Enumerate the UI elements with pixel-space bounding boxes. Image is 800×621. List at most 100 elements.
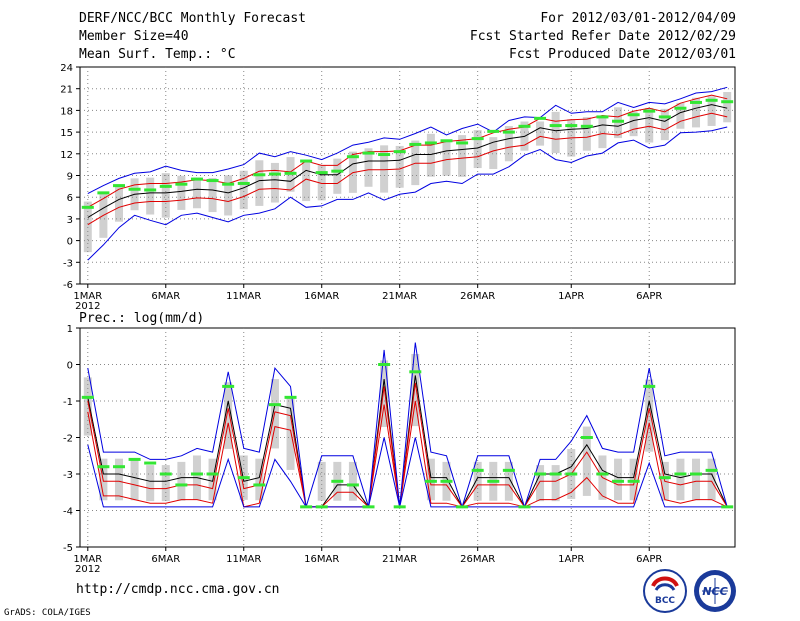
prec-y-tick-label: 1 <box>67 324 73 335</box>
prec-spread-box <box>224 382 233 449</box>
prec-spread-box <box>473 461 482 501</box>
temp-y-tick-label: 18 <box>60 106 73 117</box>
temp-spread-box <box>302 161 311 202</box>
prec-spread-box <box>692 458 701 501</box>
prec-x-tick-label: 6APR <box>636 554 662 565</box>
prec-y-tick-label: 0 <box>67 361 73 372</box>
prec-line-lower-inner <box>87 400 728 508</box>
prec-panel-title: Prec.: log(mm/d) <box>79 311 204 326</box>
member-size: Member Size=40 <box>79 29 189 44</box>
temp-spread-box <box>146 177 155 215</box>
temp-line-ensemble-mean <box>87 104 728 218</box>
chart-title: DERF/NCC/BCC Monthly Forecast <box>79 11 306 26</box>
temp-y-tick-label: 24 <box>60 63 73 74</box>
temp-spread-box <box>270 162 279 203</box>
prec-spread-box <box>582 426 591 496</box>
temp-x-tick-label: 2012 <box>75 301 100 312</box>
temp-spread-box <box>426 133 435 177</box>
prec-spread-box <box>676 458 685 501</box>
temp-line-lower-inner <box>87 112 728 226</box>
prec-spread-box <box>614 458 623 501</box>
prec-spread-box <box>348 461 357 501</box>
temp-line-upper-outer <box>87 86 728 195</box>
temp-spread-box <box>598 116 607 149</box>
prec-y-tick-label: -3 <box>63 470 73 481</box>
prec-x-tick-label: 1APR <box>558 554 584 565</box>
temp-spread-box <box>224 175 233 216</box>
prec-spread-box <box>130 458 139 501</box>
temp-spread-box <box>629 111 638 137</box>
prec-spread-box <box>380 360 389 427</box>
prec-spread-box <box>255 458 264 501</box>
temp-spread-box <box>442 140 451 176</box>
temp-x-tick-label: 16MAR <box>304 291 339 302</box>
temp-line-lower-outer <box>87 126 728 261</box>
prec-y-tick-label: -2 <box>63 434 73 445</box>
prec-line-upper-inner <box>87 382 728 508</box>
temp-spread-box <box>551 111 560 154</box>
prec-y-tick-label: -1 <box>63 397 73 408</box>
temp-spread-box <box>707 96 716 126</box>
temp-spread-box <box>177 175 186 210</box>
temp-y-tick-label: 3 <box>67 215 73 226</box>
prec-line-lower-outer <box>87 437 728 508</box>
temp-y-tick-label: -6 <box>63 280 73 291</box>
temp-x-tick-label: 26MAR <box>460 291 495 302</box>
temp-spread-box <box>239 170 248 210</box>
bcc-logo: BCC <box>642 568 688 614</box>
temp-x-tick-label: 1MAR <box>73 291 102 302</box>
temp-spread-box <box>676 102 685 129</box>
temp-x-tick-label: 6APR <box>636 291 662 302</box>
prec-spread-box <box>114 458 123 501</box>
prec-spread-box <box>161 465 170 502</box>
temp-spread-box <box>114 184 123 222</box>
prec-x-tick-label: 16MAR <box>304 554 339 565</box>
prec-spread-box <box>146 465 155 502</box>
temp-spread-box <box>660 108 669 141</box>
temp-x-tick-label: 6MAR <box>151 291 180 302</box>
prec-x-tick-label: 6MAR <box>151 554 180 565</box>
temp-spread-box <box>317 165 326 201</box>
source-url[interactable]: http://cmdp.ncc.cma.gov.cn <box>76 582 280 597</box>
prec-spread-box <box>707 458 716 501</box>
ncc-logo: NCC <box>692 568 738 614</box>
temp-spread-box <box>536 121 545 146</box>
bcc-logo-text: BCC <box>655 596 675 606</box>
temp-y-tick-label: 15 <box>60 128 73 139</box>
forecast-produced-date: Fcst Produced Date 2012/03/01 <box>509 47 736 62</box>
temp-spread-box <box>473 130 482 169</box>
temp-spread-box <box>458 135 467 177</box>
temp-spread-box <box>395 145 404 188</box>
prec-spread-box <box>286 397 295 470</box>
prec-spread-box <box>426 458 435 501</box>
temp-spread-box <box>364 148 373 187</box>
prec-spread-box <box>645 379 654 452</box>
prec-spread-box <box>504 461 513 501</box>
prec-spread-box <box>411 353 420 427</box>
temp-y-tick-label: 6 <box>67 193 73 204</box>
temp-spread-box <box>692 97 701 128</box>
temp-spread-box <box>380 145 389 193</box>
prec-spread-box <box>536 465 545 502</box>
prec-spread-box <box>629 458 638 501</box>
prec-x-tick-label: 21MAR <box>382 554 417 565</box>
prec-x-tick-label: 2012 <box>75 564 100 575</box>
temp-spread-box <box>83 201 92 253</box>
temp-spread-box <box>333 158 342 194</box>
ncc-logo-text: NCC <box>702 585 727 598</box>
temp-x-tick-label: 21MAR <box>382 291 417 302</box>
temp-y-tick-label: -3 <box>63 258 73 269</box>
prec-line-upper-outer <box>87 342 728 509</box>
prec-x-tick-label: 11MAR <box>226 554 261 565</box>
temp-spread-box <box>255 160 264 206</box>
forecast-period: For 2012/03/01-2012/04/09 <box>540 11 736 26</box>
temp-spread-box <box>208 177 217 213</box>
temp-spread-box <box>489 137 498 170</box>
temp-spread-box <box>645 107 654 143</box>
temp-y-tick-label: 21 <box>60 85 73 96</box>
temp-spread-box <box>723 92 732 123</box>
variable-label: Mean Surf. Temp.: °C <box>79 47 236 62</box>
